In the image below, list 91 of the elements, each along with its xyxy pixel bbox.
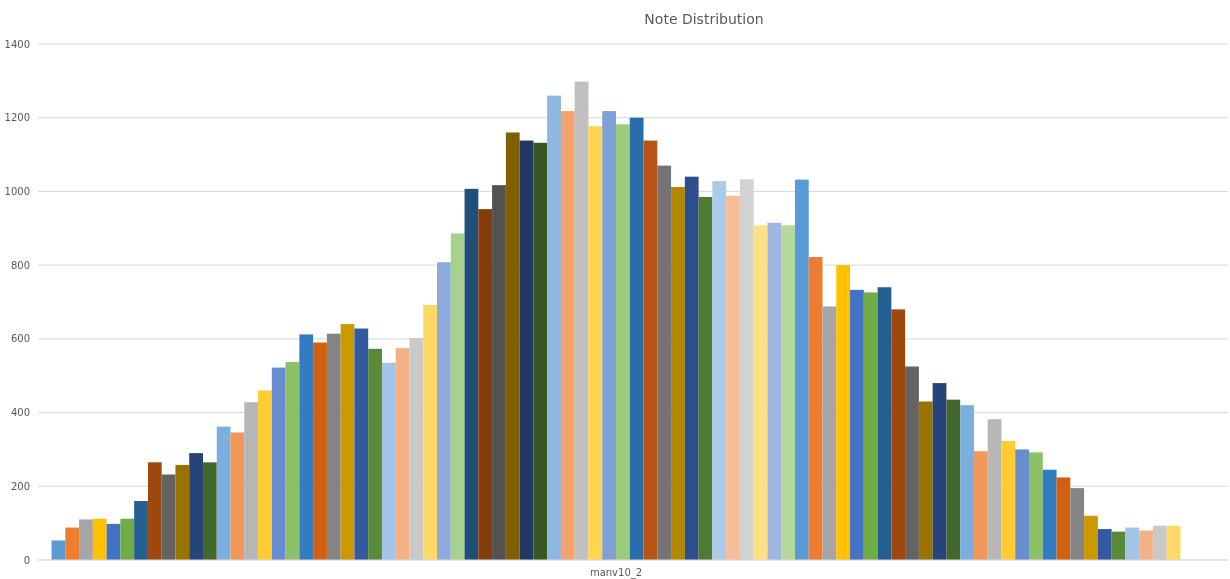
bar — [340, 324, 355, 560]
bar — [767, 222, 782, 560]
bar — [987, 419, 1002, 560]
y-tick-label: 200 — [10, 480, 30, 492]
bar — [1015, 449, 1030, 560]
y-tick-label: 600 — [10, 333, 30, 345]
bar — [918, 401, 933, 560]
y-tick-label: 0 — [23, 554, 30, 566]
bar — [79, 519, 93, 560]
bar — [368, 348, 382, 560]
bar — [822, 306, 837, 560]
x-tick-label: manv10_2 — [589, 567, 643, 579]
bar — [932, 383, 947, 560]
bar — [285, 362, 300, 560]
bar — [120, 518, 135, 560]
bar — [905, 366, 919, 560]
bar — [1042, 469, 1057, 560]
bar — [202, 462, 217, 560]
y-tick-label: 400 — [10, 407, 30, 419]
bar — [643, 140, 658, 560]
bar — [478, 209, 493, 560]
bar — [258, 390, 272, 560]
bar — [616, 124, 630, 560]
bar — [423, 304, 438, 560]
bar — [850, 289, 864, 560]
bar — [271, 367, 286, 560]
bar — [65, 527, 80, 560]
bar — [1111, 531, 1126, 560]
bar — [698, 196, 713, 560]
bar — [1084, 515, 1098, 560]
bar — [671, 187, 685, 560]
bar — [492, 185, 506, 560]
bar — [106, 523, 121, 560]
bar — [326, 333, 341, 560]
bar — [863, 292, 878, 560]
bar — [726, 195, 740, 560]
bar — [354, 328, 369, 560]
bar — [134, 501, 148, 560]
bar — [437, 262, 451, 560]
bar — [244, 402, 259, 560]
bar — [161, 474, 176, 560]
bar — [1001, 440, 1016, 560]
bar — [189, 453, 203, 560]
bar — [147, 462, 162, 560]
bar — [973, 451, 988, 560]
y-tick-label: 800 — [10, 259, 30, 271]
bar — [808, 257, 823, 560]
bar — [1166, 525, 1181, 560]
bar — [684, 176, 699, 560]
bar — [547, 95, 561, 560]
bar — [505, 132, 520, 560]
chart-title: Note Distribution — [644, 11, 764, 27]
bar — [92, 518, 107, 560]
bar — [409, 338, 424, 560]
bar — [299, 334, 314, 560]
bar — [657, 165, 672, 560]
bar — [1152, 525, 1167, 560]
bar — [519, 140, 534, 560]
bar — [1125, 527, 1140, 560]
bar — [946, 399, 961, 560]
bar — [794, 179, 809, 560]
bar — [450, 233, 465, 560]
bar — [313, 342, 327, 560]
bar — [836, 265, 851, 560]
bar — [629, 117, 644, 560]
bar — [464, 188, 479, 560]
bar — [1056, 477, 1071, 560]
y-tick-label: 1200 — [4, 112, 30, 124]
bar — [781, 225, 795, 560]
bar — [395, 348, 410, 560]
y-tick-label: 1400 — [4, 38, 30, 50]
bar — [712, 181, 727, 560]
bar — [1139, 530, 1153, 560]
bar — [533, 142, 548, 560]
bar — [891, 309, 906, 560]
bar — [51, 540, 66, 560]
bar — [1029, 452, 1043, 560]
bar — [230, 432, 245, 560]
bar — [175, 464, 190, 560]
bar — [588, 126, 603, 560]
bar — [1097, 529, 1112, 560]
bar — [960, 405, 974, 560]
y-tick-label: 1000 — [4, 185, 30, 197]
bar — [574, 81, 589, 560]
bar — [602, 111, 616, 560]
bar — [216, 426, 231, 560]
bar — [560, 111, 575, 560]
bar — [753, 225, 768, 560]
bar — [877, 287, 892, 560]
bar — [381, 362, 396, 560]
bar — [1070, 488, 1085, 560]
